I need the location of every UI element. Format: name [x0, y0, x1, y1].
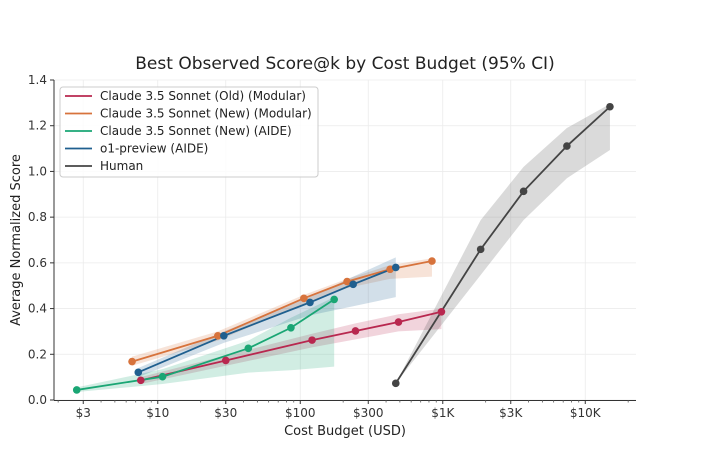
data-point-claude-3-5-sonnet-old-modular — [394, 318, 403, 326]
y-tick-label: 0.6 — [28, 256, 47, 270]
x-ticks: $3 $10 $30 $100 $300 $1K $3K $10K — [57, 400, 629, 420]
data-point-human — [391, 379, 400, 388]
data-point-o1-preview-aide — [134, 368, 143, 377]
legend-label-o1-preview-aide: o1-preview (AIDE) — [100, 142, 208, 156]
data-point-claude-3-5-sonnet-new-aide — [287, 323, 295, 332]
chart-title: Best Observed Score@k by Cost Budget (95… — [135, 54, 554, 74]
series-line-claude-3-5-sonnet-old-modular — [140, 310, 442, 382]
data-point-claude-3-5-sonnet-new-aide — [330, 295, 338, 304]
data-point-claude-3-5-sonnet-old-modular — [221, 356, 230, 365]
x-tick-label: $30 — [214, 406, 237, 420]
y-tick-label: 0.2 — [28, 347, 47, 361]
data-point-claude-3-5-sonnet-new-modular — [214, 331, 222, 340]
data-point-claude-3-5-sonnet-new-modular — [428, 257, 436, 265]
y-tick-label: 0.0 — [28, 393, 47, 407]
data-point-o1-preview-aide — [349, 280, 357, 289]
x-axis-label: Cost Budget (USD) — [284, 424, 406, 439]
legend-label-human: Human — [100, 159, 143, 173]
legend-label-claude-3-5-sonnet-new-modular: Claude 3.5 Sonnet (New) (Modular) — [100, 107, 312, 121]
legend-label-claude-3-5-sonnet-new-aide: Claude 3.5 Sonnet (New) (AIDE) — [100, 124, 292, 138]
ci-band-claude-3-5-sonnet-old-modular — [140, 308, 442, 384]
data-point-claude-3-5-sonnet-old-modular — [351, 327, 360, 335]
data-point-claude-3-5-sonnet-new-aide — [72, 386, 81, 394]
legend-label-claude-3-5-sonnet-old-modular: Claude 3.5 Sonnet (Old) (Modular) — [100, 89, 306, 103]
data-point-claude-3-5-sonnet-new-aide — [158, 372, 167, 381]
data-point-claude-3-5-sonnet-new-modular — [343, 277, 351, 286]
data-point-human — [476, 245, 485, 254]
ci-band-claude-3-5-sonnet-new-aide — [76, 297, 335, 392]
y-tick-label: 1.4 — [28, 73, 47, 87]
data-point-claude-3-5-sonnet-new-modular — [128, 357, 136, 366]
x-tick-label: $100 — [285, 406, 316, 420]
data-point-claude-3-5-sonnet-old-modular — [437, 307, 446, 316]
x-tick-label: $10K — [570, 406, 602, 420]
y-axis-label: Average Normalized Score — [9, 154, 24, 326]
y-tick-label: 0.8 — [28, 210, 47, 224]
y-tick-label: 0.4 — [28, 302, 47, 316]
gridlines — [54, 79, 636, 401]
legend: Claude 3.5 Sonnet (Old) (Modular) Claude … — [59, 86, 319, 178]
ci-band-human — [395, 104, 610, 384]
data-point-o1-preview-aide — [306, 298, 314, 307]
data-point-o1-preview-aide — [220, 331, 228, 340]
legend-box — [59, 86, 319, 178]
data-point-human — [519, 187, 528, 196]
x-tick-label: $1K — [431, 406, 455, 420]
series-points — [72, 102, 614, 394]
x-tick-label: $10 — [146, 406, 169, 420]
data-point-claude-3-5-sonnet-old-modular — [136, 376, 145, 385]
x-tick-label: $3 — [76, 406, 91, 420]
data-point-claude-3-5-sonnet-new-aide — [244, 344, 253, 353]
y-ticks: 0.0 0.2 0.4 0.6 0.8 1.0 1.2 1.4 — [28, 73, 54, 407]
x-tick-label: $3K — [499, 406, 523, 420]
y-tick-label: 1.0 — [28, 164, 47, 178]
x-tick-label: $300 — [353, 406, 384, 420]
data-point-claude-3-5-sonnet-old-modular — [308, 336, 316, 344]
y-tick-label: 1.2 — [28, 119, 47, 133]
data-point-human — [606, 102, 614, 111]
data-point-human — [563, 142, 571, 150]
data-point-o1-preview-aide — [391, 263, 400, 272]
data-point-claude-3-5-sonnet-new-modular — [300, 294, 308, 303]
